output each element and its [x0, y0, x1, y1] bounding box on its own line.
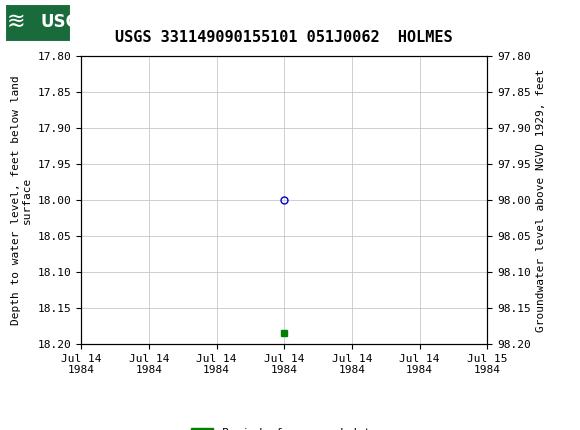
Text: ≋: ≋ [7, 12, 26, 32]
Text: USGS: USGS [41, 12, 92, 31]
Text: USGS 331149090155101 051J0062  HOLMES: USGS 331149090155101 051J0062 HOLMES [115, 30, 453, 45]
FancyBboxPatch shape [5, 3, 71, 42]
Y-axis label: Groundwater level above NGVD 1929, feet: Groundwater level above NGVD 1929, feet [536, 68, 546, 332]
Y-axis label: Depth to water level, feet below land
surface: Depth to water level, feet below land su… [10, 75, 32, 325]
Legend: Period of approved data: Period of approved data [187, 423, 382, 430]
